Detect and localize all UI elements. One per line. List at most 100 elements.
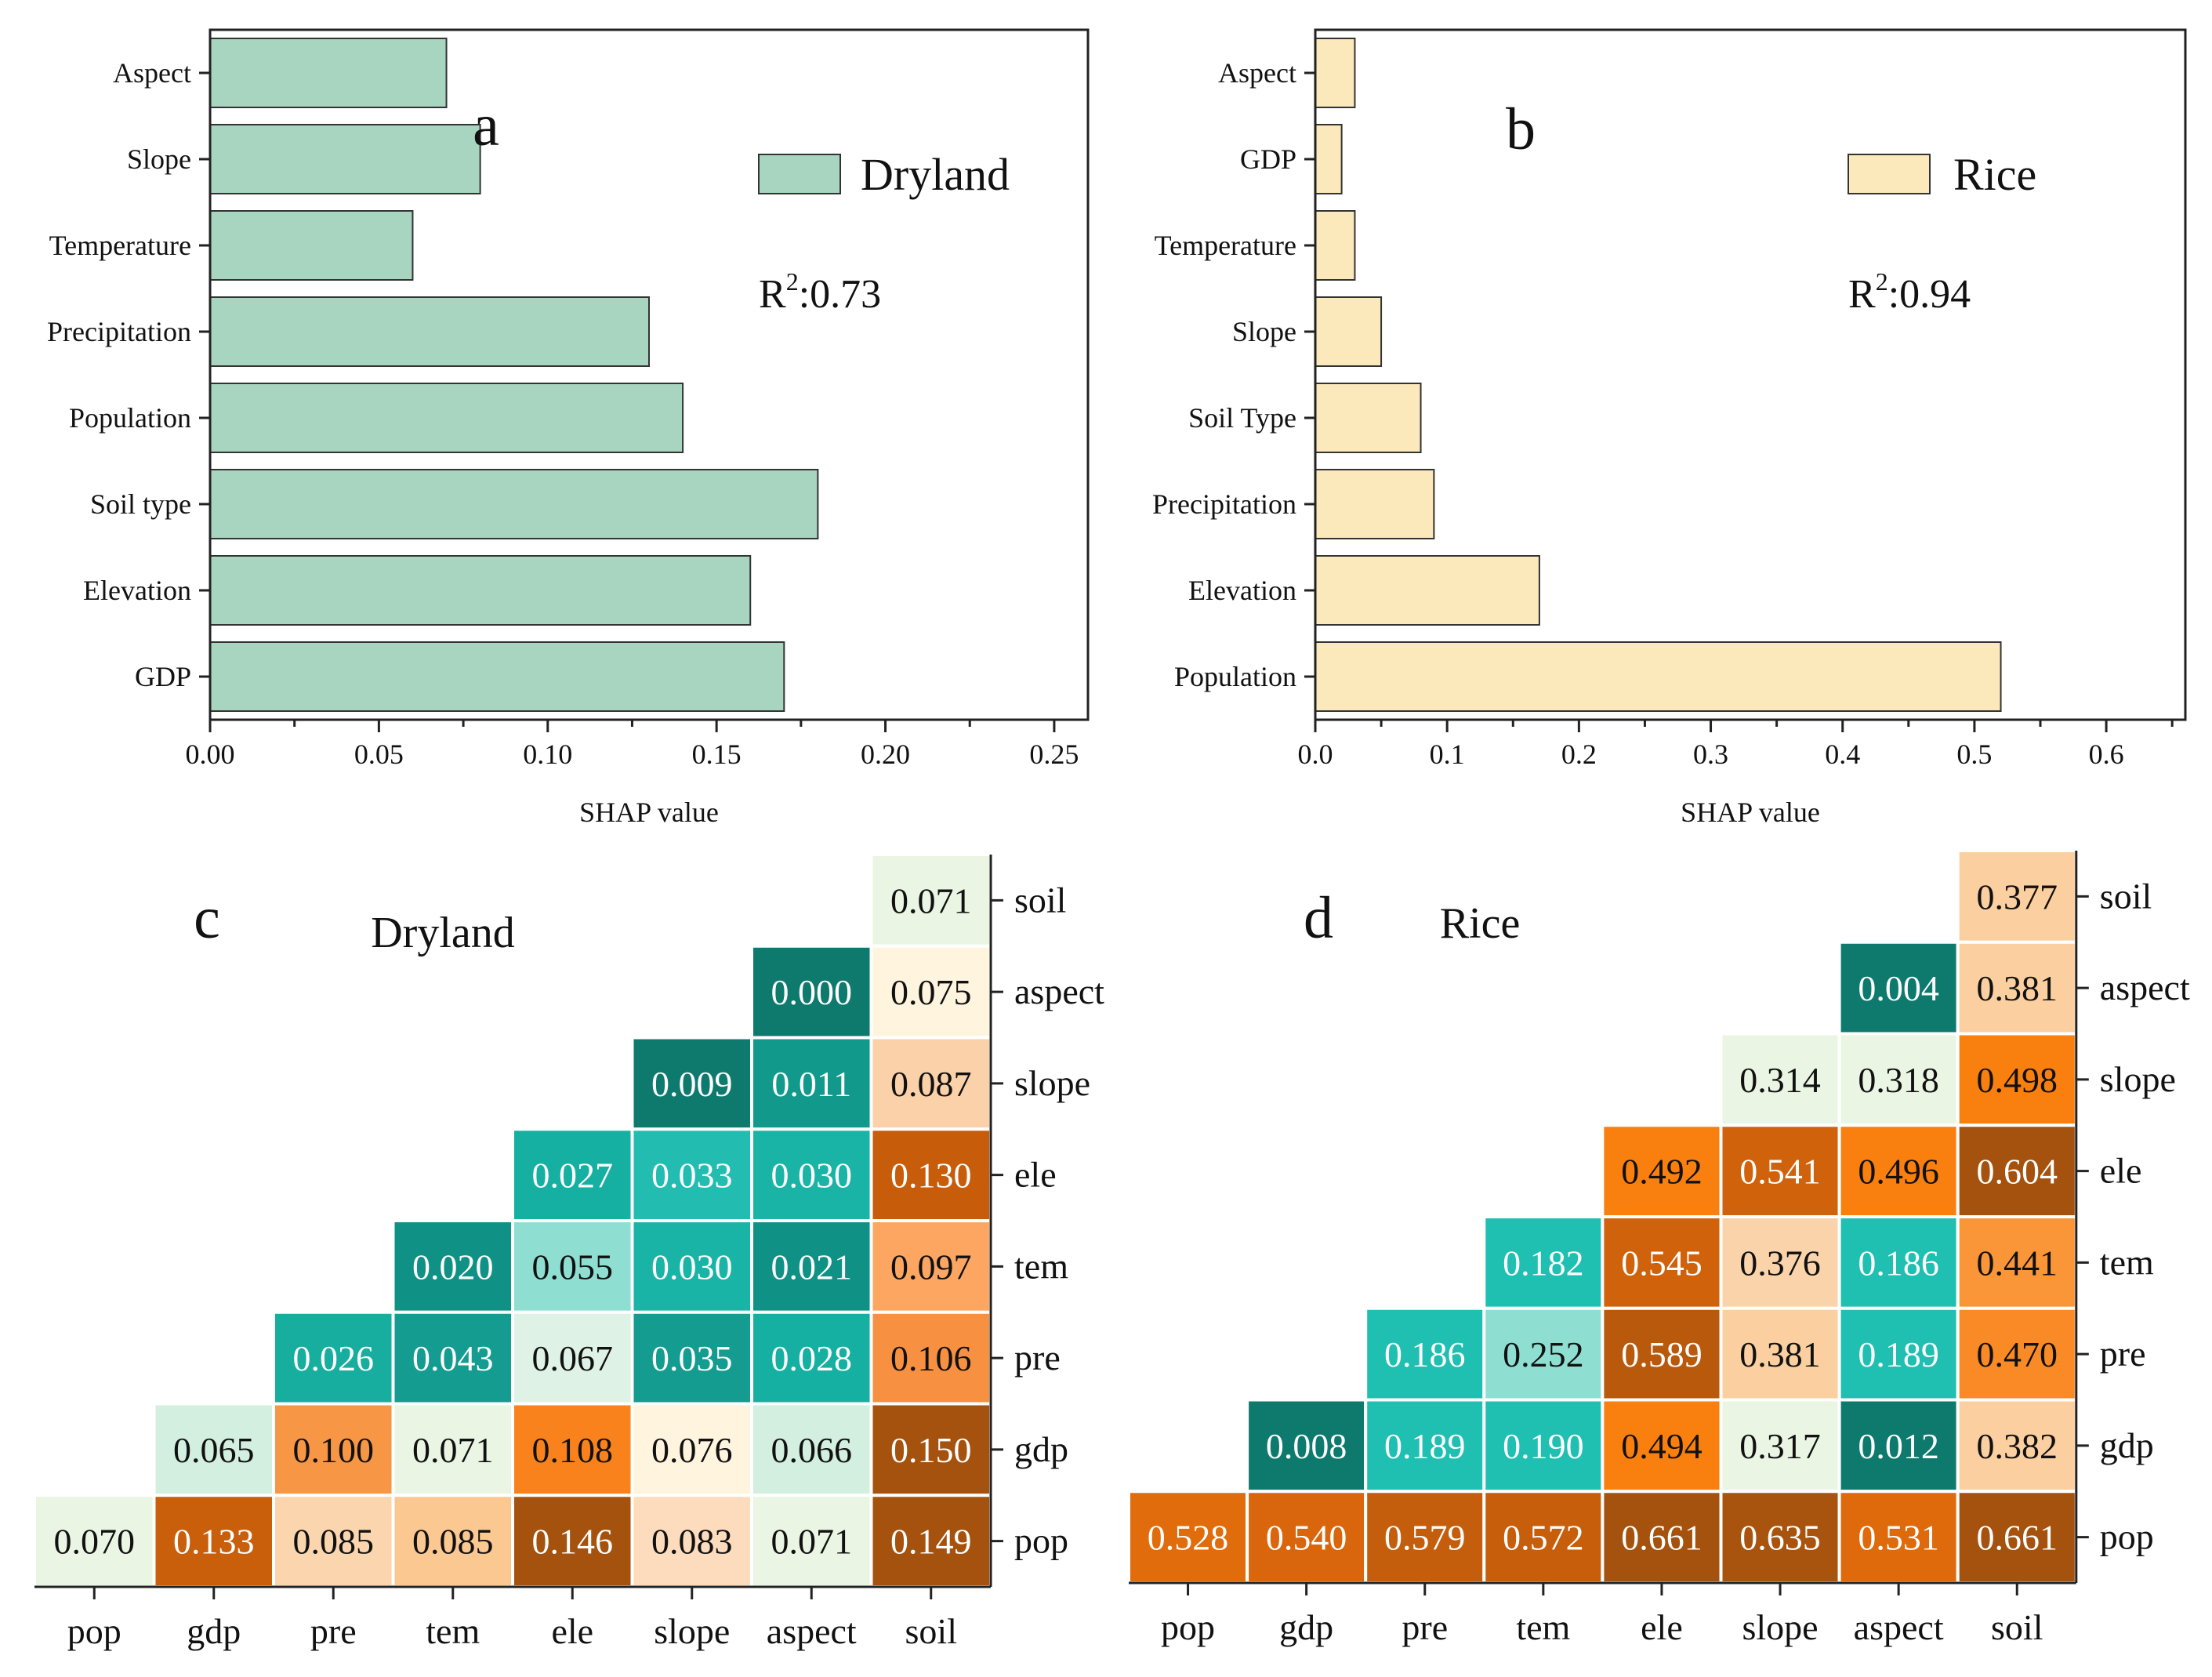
x-tick-label: 0.6 <box>2089 739 2124 770</box>
heatmap-cell-gdp-slope <box>630 1402 753 1497</box>
heatmap-cell-aspect-soil <box>869 944 992 1040</box>
bar-temperature <box>1315 210 1356 281</box>
category-label: Temperature <box>49 230 191 261</box>
heatmap-cell-pre-pre <box>272 1310 395 1406</box>
x-axis-label: pre <box>310 1611 357 1651</box>
r2-value: :0.73 <box>799 272 881 317</box>
heatmap-cell-pre-ele <box>1601 1306 1723 1402</box>
y-axis-label: ele <box>2100 1151 2142 1191</box>
heatmap-value: 0.030 <box>651 1247 733 1287</box>
heatmap-value: 0.382 <box>1977 1426 2058 1466</box>
heatmap-cell-tem-slope <box>630 1219 753 1314</box>
heatmap-value: 0.604 <box>1977 1152 2058 1192</box>
bar-population <box>209 383 684 453</box>
heatmap-cell-ele-slope <box>630 1127 753 1222</box>
heatmap-value: 0.589 <box>1621 1334 1703 1374</box>
heatmap-cell-gdp-tem <box>1482 1398 1605 1494</box>
bar-slope <box>209 124 481 194</box>
heatmap-value: 0.071 <box>412 1430 494 1470</box>
x-axis-label: ele <box>1641 1607 1683 1647</box>
heatmap-value: 0.318 <box>1858 1060 1939 1100</box>
heatmap-value: 0.579 <box>1384 1518 1466 1558</box>
x-tick-label: 0.4 <box>1825 739 1860 770</box>
plot-frame <box>209 28 1090 721</box>
x-axis-title: SHAP value <box>579 797 719 828</box>
heatmap-value: 0.108 <box>532 1430 614 1470</box>
bar-temperature <box>209 210 414 281</box>
heatmap-value: 0.100 <box>293 1430 375 1470</box>
x-axis-label: tem <box>426 1611 480 1651</box>
x-tick-label: 0.5 <box>1956 739 1992 770</box>
x-tick-label: 0.20 <box>861 739 910 770</box>
heatmap-value: 0.070 <box>54 1522 136 1562</box>
heatmap-cell-ele-soil <box>869 1127 992 1222</box>
x-axis-label: gdp <box>187 1611 241 1651</box>
bar-aspect <box>1315 38 1356 108</box>
category-label: Temperature <box>1155 230 1296 261</box>
r2-prefix: R <box>1848 272 1876 317</box>
y-axis-label: tem <box>2100 1242 2154 1282</box>
y-axis-label: slope <box>2100 1059 2176 1099</box>
bar-panel-b: Aspect GDP Temperature Slope Soil Type Precip… <box>1152 28 2187 828</box>
heatmap-value: 0.572 <box>1503 1518 1584 1558</box>
category-label: Soil Type <box>1188 402 1296 434</box>
heatmap-cell-gdp-ele <box>511 1402 634 1497</box>
bar-gdp <box>1315 124 1343 194</box>
heatmap-cell-gdp-tem <box>391 1402 514 1497</box>
heatmap-cell-slope-soil <box>1956 1032 2078 1127</box>
x-axis-label: aspect <box>767 1611 857 1651</box>
y-axis-label: aspect <box>1014 971 1104 1011</box>
y-axis-label: pre <box>2100 1334 2146 1374</box>
r2-value: :0.94 <box>1888 272 1971 317</box>
heatmap-cell-tem-aspect <box>750 1219 873 1314</box>
plot-frame <box>1314 28 2187 721</box>
bar-elevation <box>209 555 752 626</box>
heatmap-value: 0.004 <box>1858 968 1939 1008</box>
heatmap-value: 0.133 <box>173 1522 255 1562</box>
y-axis-label: soil <box>2100 876 2152 916</box>
x-axis-title: SHAP value <box>1681 797 1820 828</box>
heatmap-value: 0.106 <box>890 1338 972 1378</box>
y-axis-label: gdp <box>1014 1429 1068 1469</box>
x-tick-label: 0.00 <box>186 739 235 770</box>
heatmap-cell-pre-slope <box>1719 1306 1841 1402</box>
heatmap-value: 0.021 <box>771 1247 853 1287</box>
bar-soil-type <box>1315 383 1422 453</box>
x-axis-label: soil <box>1991 1607 2043 1647</box>
bar-population <box>1315 641 2002 712</box>
heatmap-cell-gdp-ele <box>1601 1398 1723 1494</box>
heatmap-value: 0.067 <box>532 1338 614 1378</box>
r2-annotation: R2:0.94 <box>1848 267 1971 317</box>
heatmap-value: 0.545 <box>1621 1243 1703 1283</box>
x-axis-label: pre <box>1402 1607 1448 1647</box>
bar-soil-type <box>209 469 819 539</box>
x-axis-label: slope <box>1742 1607 1818 1647</box>
y-axis-label: pop <box>1014 1521 1068 1561</box>
heatmap-value: 0.377 <box>1977 877 2058 917</box>
r2-prefix: R <box>759 272 786 317</box>
heatmap-value: 0.528 <box>1148 1518 1229 1558</box>
x-tick-label: 0.1 <box>1430 739 1465 770</box>
heatmap-value: 0.065 <box>173 1430 255 1470</box>
heatmap-cell-ele-aspect <box>750 1127 873 1222</box>
x-axis-label: aspect <box>1854 1607 1944 1647</box>
heatmap-value: 0.317 <box>1739 1426 1821 1466</box>
heatmap-value: 0.028 <box>771 1338 853 1378</box>
heatmap-value: 0.075 <box>890 972 972 1012</box>
heatmap-title: Dryland <box>371 909 515 957</box>
heatmap-value: 0.376 <box>1739 1243 1821 1283</box>
heatmap-value: 0.043 <box>412 1338 494 1378</box>
heatmap-value: 0.071 <box>890 880 972 920</box>
x-tick-label: 0.15 <box>692 739 742 770</box>
heatmap-value: 0.030 <box>771 1156 853 1196</box>
heatmap-value: 0.186 <box>1858 1243 1939 1283</box>
heatmap-cell-ele-ele <box>511 1127 634 1222</box>
heatmap-value: 0.008 <box>1266 1426 1347 1466</box>
heatmap-value: 0.252 <box>1503 1334 1584 1374</box>
category-label: Slope <box>1232 316 1296 347</box>
x-tick-label: 0.3 <box>1693 739 1728 770</box>
heatmap-value: 0.146 <box>532 1522 614 1562</box>
heatmap-value: 0.076 <box>651 1430 733 1470</box>
heatmap-value: 0.381 <box>1977 968 2058 1008</box>
